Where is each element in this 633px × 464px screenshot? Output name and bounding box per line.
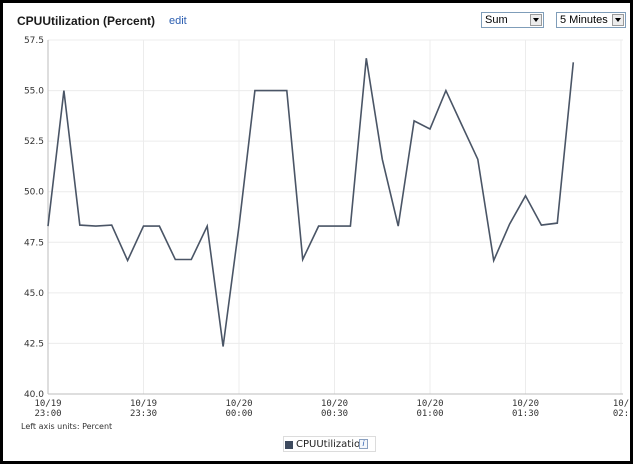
x-tick-label: 10/20 xyxy=(225,399,252,409)
y-tick-label: 50.0 xyxy=(24,188,44,198)
x-tick-label: 00:00 xyxy=(225,409,252,419)
chevron-down-icon[interactable] xyxy=(530,14,542,26)
x-tick-label: 10/ xyxy=(613,399,629,409)
y-tick-label: 52.5 xyxy=(24,137,44,147)
x-tick-label: 02: xyxy=(613,409,629,419)
statistic-value: Sum xyxy=(485,14,508,26)
y-tick-label: 42.5 xyxy=(24,339,44,349)
legend-swatch xyxy=(285,441,293,449)
y-tick-label: 47.5 xyxy=(24,238,44,248)
info-icon[interactable]: i xyxy=(359,439,368,449)
chevron-down-icon[interactable] xyxy=(612,14,624,26)
period-value: 5 Minutes xyxy=(560,14,608,26)
y-tick-label: 45.0 xyxy=(24,289,44,299)
series-line-cpuutilization xyxy=(47,58,575,347)
line-chart: 57.555.052.550.047.545.042.540.010/1923:… xyxy=(24,36,629,419)
y-tick-label: 40.0 xyxy=(24,390,44,400)
legend-label: CPUUtilization xyxy=(296,439,367,450)
y-tick-label: 55.0 xyxy=(24,87,44,97)
x-tick-label: 10/20 xyxy=(416,399,443,409)
x-tick-label: 10/19 xyxy=(34,399,61,409)
x-tick-label: 23:30 xyxy=(130,409,157,419)
x-tick-label: 01:30 xyxy=(512,409,539,419)
statistic-select[interactable]: Sum xyxy=(481,12,544,28)
left-axis-units: Left axis units: Percent xyxy=(21,422,113,431)
x-tick-label: 00:30 xyxy=(321,409,348,419)
edit-link[interactable]: edit xyxy=(169,15,187,27)
x-tick-label: 10/20 xyxy=(321,399,348,409)
period-select[interactable]: 5 Minutes xyxy=(556,12,626,28)
legend-box xyxy=(283,436,376,452)
x-tick-label: 10/19 xyxy=(130,399,157,409)
x-tick-label: 23:00 xyxy=(34,409,61,419)
x-tick-label: 10/20 xyxy=(512,399,539,409)
y-tick-label: 57.5 xyxy=(24,36,44,46)
x-tick-label: 01:00 xyxy=(416,409,443,419)
graph-title: CPUUtilization (Percent) xyxy=(17,14,156,28)
